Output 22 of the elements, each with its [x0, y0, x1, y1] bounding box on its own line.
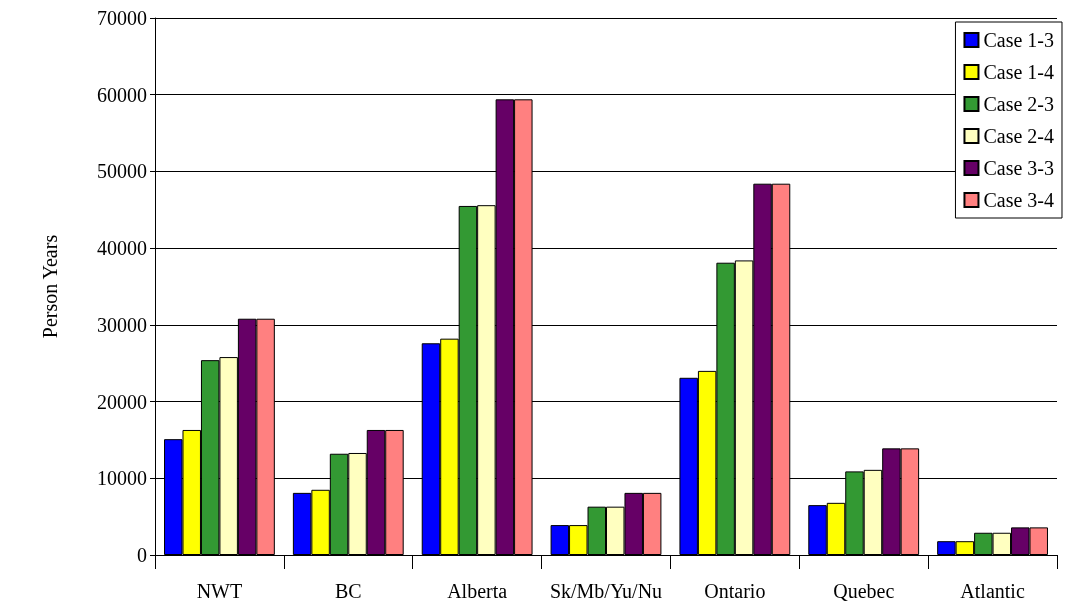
x-tick-label: NWT	[196, 580, 243, 602]
x-tick-label: BC	[334, 580, 362, 602]
y-tick-label: 60000	[97, 83, 147, 106]
x-tick-label: Atlantic	[960, 580, 1025, 602]
y-tick-label: 40000	[97, 237, 147, 260]
x-tick-label: Ontario	[704, 580, 766, 602]
x-tick-label: Sk/Mb/Yu/Nu	[549, 580, 663, 602]
legend-label: Case 3-3	[983, 157, 1055, 179]
legend-label: Case 2-4	[983, 125, 1055, 147]
y-tick-label: 20000	[97, 390, 147, 413]
y-tick-label: 50000	[97, 160, 147, 183]
y-tick-label: 70000	[97, 7, 147, 29]
y-axis-title: Person Years	[39, 234, 61, 339]
legend-label: Case 1-4	[983, 61, 1055, 83]
x-tick-label: Quebec	[833, 580, 895, 602]
legend-label: Case 1-3	[983, 29, 1055, 51]
y-tick-label: 30000	[97, 313, 147, 336]
y-tick-label: 0	[137, 544, 147, 566]
legend-label: Case 2-3	[983, 93, 1055, 115]
y-tick-label: 10000	[97, 467, 147, 490]
legend-label: Case 3-4	[983, 189, 1055, 211]
x-tick-label: Alberta	[447, 580, 508, 602]
